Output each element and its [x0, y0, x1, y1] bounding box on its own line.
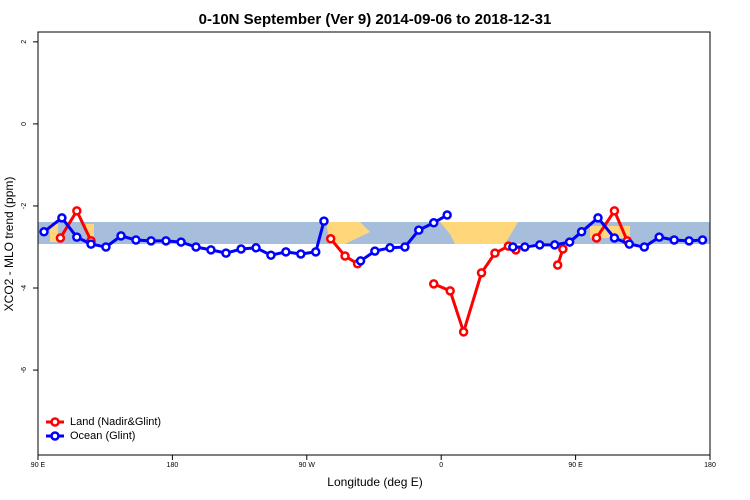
- chart-title: 0-10N September (Ver 9) 2014-09-06 to 20…: [199, 11, 552, 28]
- y-axis-label: XCO2 - MLO trend (ppm): [2, 177, 16, 312]
- point: [593, 213, 603, 223]
- point: [684, 236, 694, 246]
- point: [146, 236, 156, 246]
- point: [669, 235, 679, 245]
- point: [442, 210, 452, 220]
- point: [576, 227, 587, 237]
- y-tick-label: -4: [21, 285, 28, 291]
- legend-label: Ocean (Glint): [70, 430, 135, 442]
- x-tick-label: 90 E: [568, 462, 583, 469]
- point: [697, 235, 708, 245]
- point: [428, 279, 439, 289]
- y-tick-label: -2: [21, 203, 28, 209]
- legend-marker: [50, 431, 60, 441]
- point: [564, 237, 575, 247]
- y-tick-label: -6: [21, 367, 28, 373]
- point: [340, 251, 350, 261]
- point: [236, 244, 246, 254]
- point: [176, 237, 186, 247]
- x-axis-label: Longitude (deg E): [327, 475, 422, 489]
- point: [221, 248, 231, 258]
- point: [131, 235, 141, 245]
- point: [116, 231, 126, 241]
- point: [639, 242, 650, 252]
- point: [624, 239, 635, 249]
- point: [609, 233, 620, 243]
- legend-label: Land (Nadir&Glint): [70, 416, 161, 428]
- point: [370, 246, 380, 256]
- point: [86, 239, 96, 249]
- point: [654, 232, 664, 242]
- y-tick-label: 0: [21, 122, 28, 126]
- point: [414, 225, 424, 235]
- point: [385, 243, 395, 253]
- x-tick-label: 0: [439, 462, 443, 469]
- point: [296, 249, 306, 259]
- y-tick-label: 2: [21, 40, 28, 44]
- point: [161, 236, 171, 246]
- point: [458, 327, 469, 337]
- point: [57, 213, 67, 223]
- point: [72, 206, 82, 216]
- point: [490, 248, 500, 258]
- point: [476, 268, 487, 278]
- point: [400, 242, 410, 252]
- point: [281, 247, 291, 257]
- point: [39, 227, 49, 237]
- point: [355, 256, 366, 266]
- point: [558, 244, 568, 254]
- point: [445, 286, 455, 296]
- point: [206, 245, 216, 255]
- x-tick-label: 180: [704, 462, 716, 469]
- point: [191, 242, 201, 252]
- point: [508, 242, 518, 252]
- point: [549, 240, 560, 250]
- legend-marker: [50, 417, 60, 427]
- point: [319, 216, 329, 226]
- point: [535, 240, 545, 250]
- point: [520, 242, 530, 252]
- plot-frame: [37, 31, 711, 456]
- point: [552, 260, 563, 270]
- point: [325, 234, 336, 244]
- x-tick-label: 90 W: [299, 462, 316, 469]
- point: [609, 206, 620, 216]
- point: [72, 232, 82, 242]
- x-tick-label: 180: [167, 462, 179, 469]
- point: [591, 233, 602, 243]
- point: [311, 247, 321, 257]
- point: [101, 242, 111, 252]
- point: [428, 218, 439, 228]
- point: [251, 243, 261, 253]
- x-tick-label: 90 E: [31, 462, 46, 469]
- point: [55, 233, 66, 243]
- point: [266, 250, 276, 260]
